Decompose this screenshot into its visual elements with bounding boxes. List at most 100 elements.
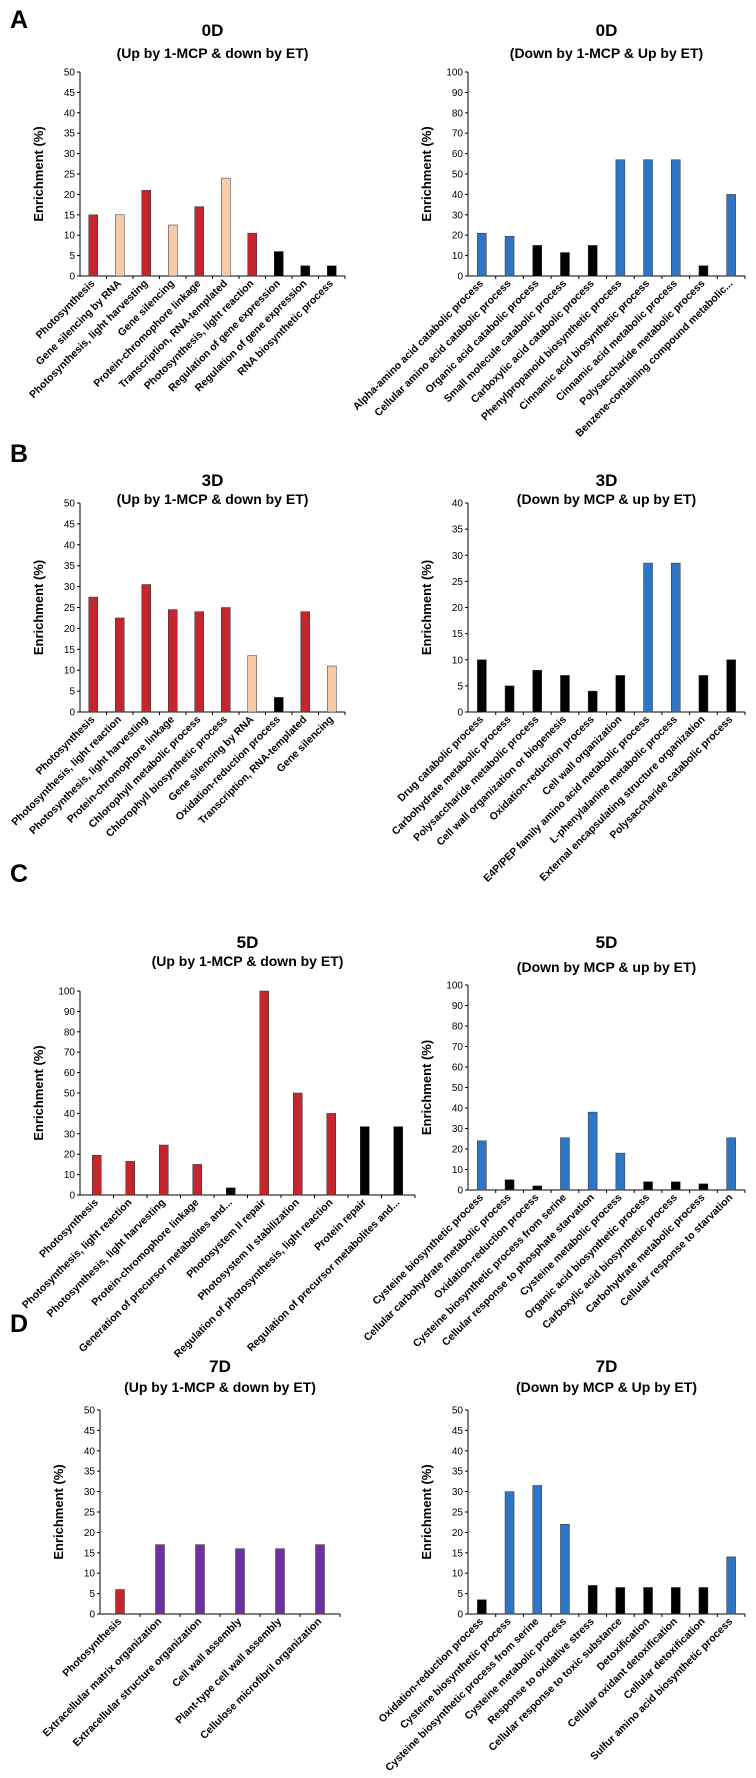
y-tick-label: 25 (452, 1508, 464, 1519)
y-tick-label: 45 (64, 88, 76, 99)
y-tick-label: 30 (452, 551, 464, 562)
y-tick-label: 35 (64, 561, 76, 572)
bar (300, 265, 310, 277)
y-tick-label: 0 (457, 708, 463, 719)
y-tick-label: 15 (452, 1548, 464, 1559)
y-tick-label: 50 (452, 170, 464, 181)
bar (247, 232, 257, 277)
bar (226, 1187, 236, 1196)
bar (155, 1544, 165, 1615)
y-tick-label: 20 (452, 1145, 464, 1156)
chart-title: 7D (596, 1357, 618, 1376)
y-tick-label: 100 (58, 987, 75, 998)
chart-5: 5D (Down by MCP & up by ET) 0 10 20 30 40 50 60 7… (362, 933, 746, 1350)
bar (698, 1183, 709, 1191)
chart-0: 0D (Up by 1-MCP & down by ET) 0 5 10 15 20 25 30… (27, 21, 346, 401)
y-tick-label: 50 (64, 1089, 76, 1100)
chart-subtitle: (Down by 1-MCP & Up by ET) (510, 45, 703, 61)
bar (141, 190, 151, 277)
y-tick-label: 0 (457, 272, 463, 283)
bar (293, 1092, 303, 1196)
y-tick-label: 0 (69, 708, 75, 719)
chart-subtitle: (Up by 1-MCP & down by ET) (152, 953, 344, 969)
y-tick-label: 40 (452, 1104, 464, 1115)
bar (643, 1181, 653, 1191)
panel-label-d: D (10, 1310, 29, 1338)
y-tick-label: 50 (64, 499, 76, 510)
y-tick-label: 30 (84, 1487, 96, 1498)
bar (115, 1589, 125, 1615)
bar (726, 194, 736, 277)
y-tick-label: 10 (64, 231, 76, 242)
chart-subtitle: (Up by 1-MCP & down by ET) (117, 491, 309, 507)
chart-title: 0D (596, 21, 618, 40)
y-tick-label: 20 (64, 1150, 76, 1161)
bar (698, 265, 709, 277)
y-tick-label: 0 (69, 1191, 75, 1202)
bar (477, 659, 487, 713)
y-tick-label: 10 (84, 1569, 96, 1580)
bar (259, 990, 269, 1196)
y-tick-label: 35 (64, 129, 76, 140)
bar (643, 1587, 653, 1615)
y-tick-label: 25 (84, 1508, 96, 1519)
bar (532, 669, 542, 713)
bar (587, 1585, 598, 1615)
bar (587, 690, 598, 713)
y-tick-label: 30 (64, 149, 76, 160)
y-tick-label: 80 (452, 1022, 464, 1033)
bar (587, 1111, 598, 1191)
bar (643, 562, 653, 713)
x-category-label: Cell wall assembly (170, 1616, 244, 1690)
chart-subtitle: (Up by 1-MCP & down by ET) (117, 45, 309, 61)
y-tick-label: 90 (452, 1001, 464, 1012)
bar (587, 245, 598, 277)
bar (726, 659, 736, 713)
y-tick-label: 15 (84, 1548, 96, 1559)
y-tick-label: 5 (457, 681, 463, 692)
y-tick-label: 5 (69, 687, 75, 698)
y-tick-label: 20 (84, 1528, 96, 1539)
chart-2: 3D(Up by 1-MCP & down by ET) 0 5 10 15 20 25 30… (9, 471, 346, 840)
chart-6: 7D (Up by 1-MCP & down by ET) 0 5 10 15 20 25 30… (41, 1357, 341, 1749)
bar (247, 655, 257, 713)
y-tick-label: 40 (64, 1109, 76, 1120)
bar (532, 1185, 542, 1191)
bar (195, 1544, 205, 1615)
y-tick-label: 35 (452, 1467, 464, 1478)
bar (141, 584, 151, 713)
bar (560, 1137, 570, 1191)
bar (115, 617, 125, 713)
x-category-label: Photosynthesis (37, 1197, 101, 1261)
bar (615, 159, 626, 277)
bar (477, 1599, 487, 1615)
x-category-label: Generation of precursor metabolites and.… (77, 1197, 235, 1355)
bar (88, 596, 98, 713)
y-tick-label: 40 (64, 108, 76, 119)
chart-title: 3D (596, 471, 618, 490)
bar (615, 1152, 626, 1191)
chart-subtitle: (Down by MCP & Up by ET) (516, 1379, 697, 1395)
bar (275, 1548, 285, 1615)
bar (221, 177, 231, 277)
y-tick-label: 10 (64, 666, 76, 677)
bar (671, 1587, 681, 1615)
panel-label-b: B (10, 440, 29, 468)
bar (726, 1137, 736, 1191)
y-tick-label: 45 (84, 1426, 96, 1437)
panel-label-a: A (10, 6, 29, 34)
y-axis-label: Enrichment (%) (419, 560, 434, 655)
bar (192, 1164, 202, 1196)
chart-subtitle: (Down by MCP & up by ET) (517, 491, 696, 507)
y-tick-label: 20 (452, 231, 464, 242)
bar (615, 1587, 626, 1615)
y-tick-label: 35 (452, 525, 464, 536)
y-tick-label: 35 (84, 1467, 96, 1478)
bar (504, 1491, 515, 1615)
y-tick-label: 30 (64, 1129, 76, 1140)
y-axis-label: Enrichment (%) (31, 560, 46, 655)
bar (327, 665, 337, 713)
y-tick-label: 50 (452, 1083, 464, 1094)
bar (168, 609, 178, 713)
